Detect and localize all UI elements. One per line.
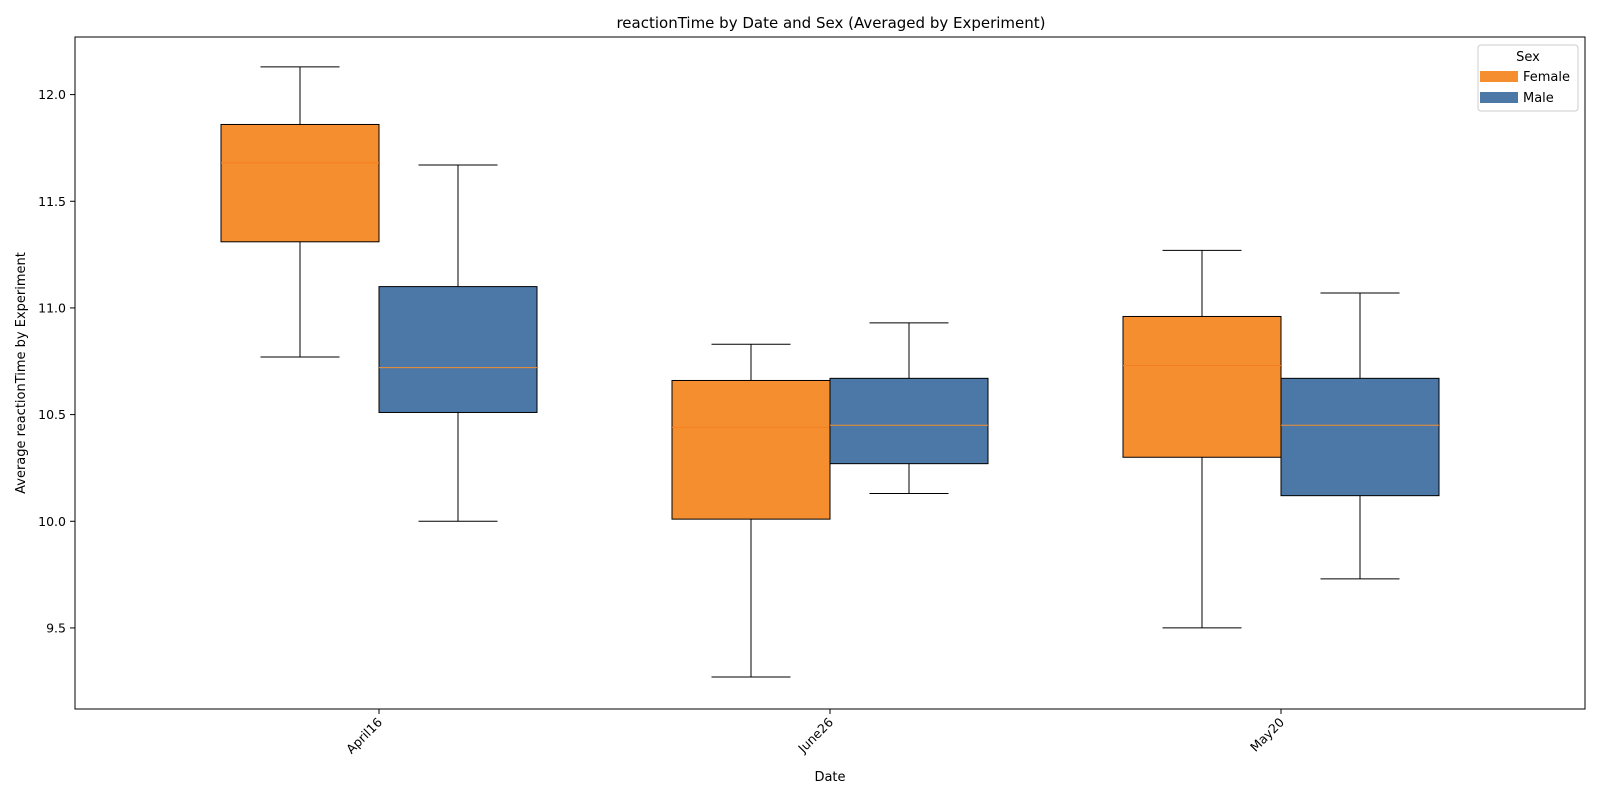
legend-swatch-female bbox=[1480, 71, 1518, 82]
y-tick-label: 11.5 bbox=[38, 194, 66, 209]
series-male bbox=[378, 164, 1440, 580]
plot-area bbox=[220, 66, 1440, 678]
male-june26-box bbox=[829, 377, 989, 465]
y-tick-label: 9.5 bbox=[46, 620, 66, 635]
y-tick-label: 12.0 bbox=[38, 87, 66, 102]
y-tick-label: 11.0 bbox=[38, 300, 66, 315]
y-tick-label: 10.5 bbox=[38, 407, 66, 422]
legend-swatch-male bbox=[1480, 92, 1518, 103]
legend-label-female: Female bbox=[1523, 70, 1570, 85]
x-axis-label: Date bbox=[814, 770, 845, 785]
male-may20-box bbox=[1280, 377, 1440, 497]
series-female bbox=[220, 66, 1282, 678]
legend-title: Sex bbox=[1516, 50, 1540, 65]
male-april16-box bbox=[378, 286, 538, 413]
legend-label-male: Male bbox=[1523, 91, 1554, 106]
chart-title: reactionTime by Date and Sex (Averaged b… bbox=[616, 14, 1045, 32]
y-axis-label: Average reactionTime by Experiment bbox=[14, 252, 29, 494]
y-tick-label: 10.0 bbox=[38, 514, 66, 529]
x-tick-label: May20 bbox=[1247, 714, 1287, 754]
legend: Sex Female Male bbox=[1477, 44, 1579, 112]
x-tick-label: June26 bbox=[794, 714, 836, 756]
female-june26-box bbox=[671, 379, 831, 520]
x-tick-label: April16 bbox=[343, 714, 385, 756]
female-april16-box bbox=[220, 123, 380, 243]
female-may20-box bbox=[1122, 315, 1282, 458]
